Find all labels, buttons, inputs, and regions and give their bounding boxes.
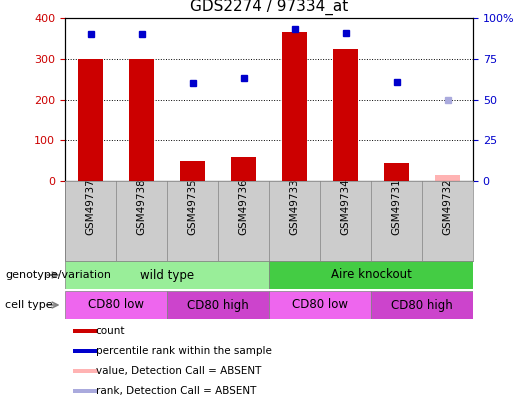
Bar — [371, 291, 473, 319]
Bar — [129, 59, 154, 181]
Bar — [282, 32, 307, 181]
Bar — [73, 369, 98, 373]
Text: cell type: cell type — [5, 300, 53, 310]
Bar — [65, 291, 167, 319]
Bar — [180, 161, 205, 181]
Text: CD80 high: CD80 high — [391, 298, 453, 311]
Bar — [73, 389, 98, 393]
Bar — [333, 49, 358, 181]
Text: CD80 low: CD80 low — [88, 298, 144, 311]
Bar — [384, 163, 409, 181]
Bar — [73, 328, 98, 333]
Text: value, Detection Call = ABSENT: value, Detection Call = ABSENT — [96, 366, 261, 376]
Bar — [65, 261, 269, 289]
Bar — [78, 59, 103, 181]
Bar — [73, 349, 98, 354]
Text: genotype/variation: genotype/variation — [5, 270, 111, 280]
Bar — [435, 175, 460, 181]
Bar — [269, 261, 473, 289]
Text: wild type: wild type — [140, 269, 194, 281]
Bar — [167, 291, 269, 319]
Text: Aire knockout: Aire knockout — [331, 269, 411, 281]
Title: GDS2274 / 97334_at: GDS2274 / 97334_at — [190, 0, 348, 15]
Text: count: count — [96, 326, 125, 336]
Bar — [231, 157, 256, 181]
Text: rank, Detection Call = ABSENT: rank, Detection Call = ABSENT — [96, 386, 256, 396]
Text: CD80 high: CD80 high — [187, 298, 249, 311]
Bar — [269, 291, 371, 319]
Text: CD80 low: CD80 low — [292, 298, 348, 311]
Text: percentile rank within the sample: percentile rank within the sample — [96, 346, 271, 356]
